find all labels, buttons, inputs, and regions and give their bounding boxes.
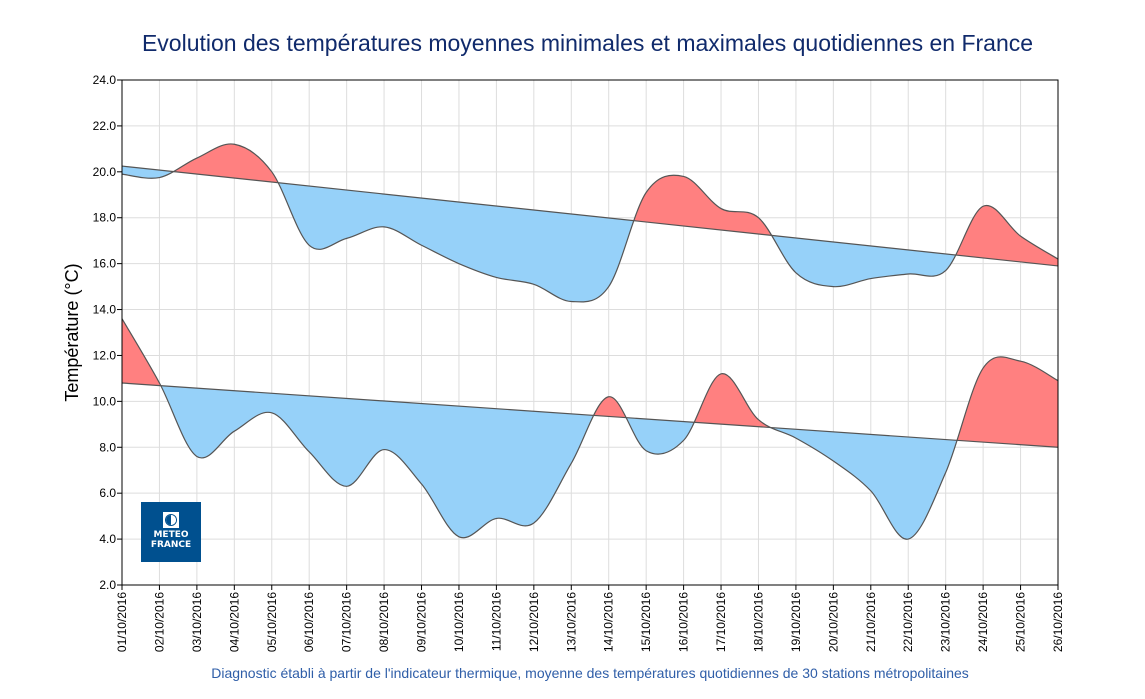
x-tick-label: 05/10/2016 bbox=[265, 592, 279, 652]
y-tick-label: 2.0 bbox=[99, 578, 116, 592]
min-normal-line bbox=[121, 382, 1059, 448]
x-tick-label: 23/10/2016 bbox=[939, 592, 953, 652]
x-tick-label: 07/10/2016 bbox=[340, 592, 354, 652]
y-tick-label: 18.0 bbox=[93, 211, 117, 225]
x-tick-label: 08/10/2016 bbox=[377, 592, 391, 652]
meteo-france-logo: METEO FRANCE bbox=[141, 502, 201, 562]
x-tick-label: 17/10/2016 bbox=[714, 592, 728, 652]
y-tick-label: 8.0 bbox=[99, 440, 116, 454]
x-tick-label: 03/10/2016 bbox=[190, 592, 204, 652]
x-tick-label: 01/10/2016 bbox=[115, 592, 129, 652]
y-tick-label: 6.0 bbox=[99, 486, 116, 500]
min-temperature-line bbox=[121, 318, 1059, 540]
x-tick-label: 04/10/2016 bbox=[227, 592, 241, 652]
y-tick-label: 22.0 bbox=[93, 119, 117, 133]
max-below-normal-area bbox=[122, 166, 1058, 302]
x-tick-label: 14/10/2016 bbox=[602, 592, 616, 652]
logo-icon bbox=[163, 512, 179, 528]
x-tick-label: 15/10/2016 bbox=[639, 592, 653, 652]
x-tick-label: 21/10/2016 bbox=[864, 592, 878, 652]
y-axis-label: Température (°C) bbox=[62, 263, 82, 401]
max-temperature-line bbox=[121, 143, 1059, 303]
y-tick-label: 24.0 bbox=[93, 73, 117, 87]
x-tick-label: 13/10/2016 bbox=[564, 592, 578, 652]
y-tick-label: 10.0 bbox=[93, 394, 117, 408]
x-tick-label: 06/10/2016 bbox=[302, 592, 316, 652]
logo-line1: METEO bbox=[153, 530, 189, 540]
y-tick-label: 20.0 bbox=[93, 165, 117, 179]
x-tick-label: 20/10/2016 bbox=[826, 592, 840, 652]
x-tick-label: 25/10/2016 bbox=[1014, 592, 1028, 652]
logo-line2: FRANCE bbox=[150, 540, 192, 550]
x-tick-label: 24/10/2016 bbox=[976, 592, 990, 652]
plot-frame bbox=[121, 79, 1059, 586]
x-tick-label: 09/10/2016 bbox=[415, 592, 429, 652]
x-tick-label: 11/10/2016 bbox=[489, 592, 503, 651]
x-tick-label: 22/10/2016 bbox=[901, 592, 915, 652]
x-tick-label: 18/10/2016 bbox=[751, 592, 765, 652]
y-tick-label: 12.0 bbox=[93, 348, 117, 362]
x-tick-label: 16/10/2016 bbox=[677, 592, 691, 652]
chart-footer: Diagnostic établi à partir de l'indicate… bbox=[211, 665, 969, 681]
x-tick-label: 02/10/2016 bbox=[152, 592, 166, 652]
x-tick-label: 10/10/2016 bbox=[452, 592, 466, 652]
x-tick-label: 19/10/2016 bbox=[789, 592, 803, 652]
y-tick-label: 14.0 bbox=[93, 303, 117, 317]
x-tick-label: 12/10/2016 bbox=[527, 592, 541, 652]
x-tick-label: 26/10/2016 bbox=[1051, 592, 1065, 652]
y-tick-label: 4.0 bbox=[99, 532, 116, 546]
y-tick-label: 16.0 bbox=[93, 257, 117, 271]
min-below-normal-area bbox=[122, 383, 1058, 540]
chart-title: Evolution des températures moyennes mini… bbox=[141, 30, 1034, 56]
